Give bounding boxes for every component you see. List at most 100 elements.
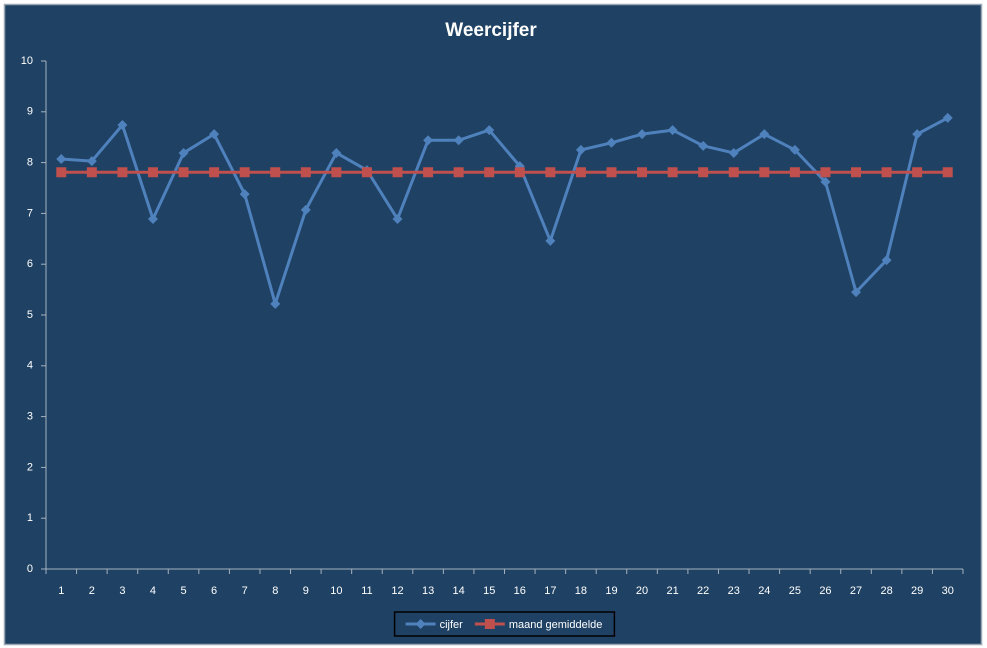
marker xyxy=(300,167,311,178)
marker xyxy=(759,129,770,140)
marker xyxy=(942,112,953,123)
marker xyxy=(575,144,586,155)
marker xyxy=(453,167,464,178)
marker xyxy=(147,167,158,178)
x-tick-label: 6 xyxy=(211,585,217,597)
x-tick-label: 30 xyxy=(942,585,954,597)
marker xyxy=(606,137,617,148)
marker xyxy=(851,287,862,298)
marker xyxy=(881,167,892,178)
x-tick-label: 22 xyxy=(697,585,709,597)
marker xyxy=(178,147,189,158)
marker xyxy=(239,189,250,200)
series xyxy=(56,112,953,309)
marker xyxy=(423,167,434,178)
chart-title: Weercijfer xyxy=(445,20,537,41)
marker xyxy=(667,125,678,136)
x-tick-label: 24 xyxy=(758,585,770,597)
x-tick-label: 8 xyxy=(272,585,278,597)
marker xyxy=(86,167,97,178)
marker xyxy=(637,129,648,140)
y-tick-label: 10 xyxy=(21,55,33,67)
marker xyxy=(270,167,281,178)
marker xyxy=(239,167,250,178)
marker xyxy=(759,167,770,178)
y-tick-label: 9 xyxy=(27,106,33,118)
marker xyxy=(331,147,342,158)
x-tick-label: 23 xyxy=(728,585,740,597)
x-tick-label: 18 xyxy=(575,585,587,597)
x-tick-label: 1 xyxy=(58,585,64,597)
marker xyxy=(484,167,495,178)
marker xyxy=(423,135,434,146)
x-tick-label: 12 xyxy=(391,585,403,597)
y-tick-label: 3 xyxy=(27,411,33,423)
marker xyxy=(728,167,739,178)
x-tick-label: 17 xyxy=(544,585,556,597)
marker xyxy=(575,167,586,178)
x-tick-label: 16 xyxy=(514,585,526,597)
marker xyxy=(789,144,800,155)
marker xyxy=(86,156,97,167)
marker xyxy=(698,167,709,178)
marker xyxy=(270,298,281,309)
marker xyxy=(820,176,831,187)
legend-label: maand gemiddelde xyxy=(509,619,603,631)
x-tick-label: 26 xyxy=(819,585,831,597)
legend-label: cijfer xyxy=(440,619,464,631)
marker xyxy=(392,167,403,178)
x-tick-label: 4 xyxy=(150,585,156,597)
y-tick-label: 8 xyxy=(27,157,33,169)
marker xyxy=(209,167,220,178)
marker xyxy=(117,167,128,178)
marker xyxy=(484,125,495,136)
y-tick-label: 2 xyxy=(27,461,33,473)
chart-background xyxy=(3,3,983,646)
x-tick-label: 13 xyxy=(422,585,434,597)
marker xyxy=(178,167,189,178)
marker xyxy=(606,167,617,178)
marker xyxy=(147,213,158,224)
marker xyxy=(545,167,556,178)
marker xyxy=(514,167,525,178)
x-tick-label: 25 xyxy=(789,585,801,597)
x-tick-label: 2 xyxy=(89,585,95,597)
x-tick-label: 5 xyxy=(180,585,186,597)
marker xyxy=(698,140,709,151)
y-tick-label: 1 xyxy=(27,512,33,524)
x-tick-label: 3 xyxy=(119,585,125,597)
x-tick-label: 14 xyxy=(453,585,465,597)
marker xyxy=(453,135,464,146)
legend-box xyxy=(393,611,616,637)
y-tick-label: 0 xyxy=(27,563,33,575)
legend: cijfer maand gemiddelde xyxy=(393,611,616,637)
marker xyxy=(942,167,953,178)
marker xyxy=(484,619,495,629)
marker xyxy=(361,167,372,178)
marker xyxy=(117,120,128,131)
x-tick-label: 20 xyxy=(636,585,648,597)
y-tick-label: 5 xyxy=(27,309,33,321)
x-tick-label: 7 xyxy=(242,585,248,597)
y-tick-label: 4 xyxy=(27,360,33,372)
marker xyxy=(728,147,739,158)
marker xyxy=(209,129,220,140)
marker xyxy=(789,167,800,178)
x-tick-label: 10 xyxy=(330,585,342,597)
marker xyxy=(820,167,831,178)
y-tick-label: 7 xyxy=(27,207,33,219)
x-tick-label: 11 xyxy=(361,585,372,597)
marker xyxy=(331,167,342,178)
marker xyxy=(912,167,923,178)
marker xyxy=(881,255,892,266)
marker xyxy=(392,213,403,224)
marker xyxy=(637,167,648,178)
marker xyxy=(912,129,923,140)
series-line xyxy=(61,116,949,306)
x-tick-label: 29 xyxy=(911,585,923,597)
x-tick-label: 28 xyxy=(880,585,892,597)
marker xyxy=(56,167,67,178)
marker xyxy=(545,235,556,246)
